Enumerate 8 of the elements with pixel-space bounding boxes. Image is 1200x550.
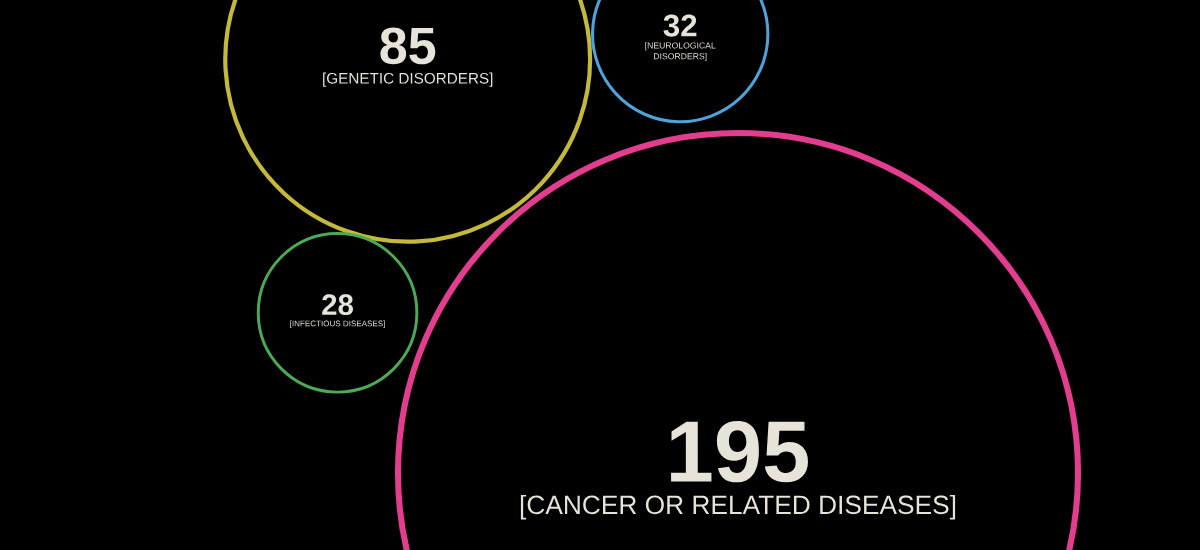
category-label: [GENETIC DISORDERS]: [323, 72, 493, 87]
data-label: 28: [322, 294, 354, 316]
data-label: 195: [671, 420, 808, 483]
data-label: 32: [663, 14, 697, 37]
data-label: 85: [380, 27, 436, 65]
category-label: [NEUROLOGICAL DISORDERS]: [645, 42, 716, 62]
category-label: [CANCER OR RELATED DISEASES]: [520, 494, 956, 520]
category-label: [INFECTIOUS DISEASES]: [290, 320, 385, 328]
